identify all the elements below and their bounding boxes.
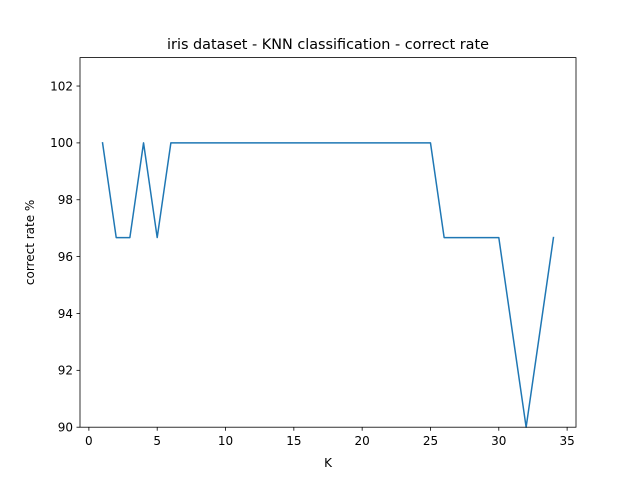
chart-title: iris dataset - KNN classification - corr… — [167, 37, 489, 53]
x-tick-label: 5 — [153, 434, 161, 448]
axes-frame — [79, 57, 577, 428]
y-tick-label: 96 — [58, 250, 73, 264]
x-tick-label: 35 — [559, 434, 574, 448]
x-tick-label: 20 — [355, 434, 370, 448]
x-tick-label: 15 — [286, 434, 301, 448]
y-tick-label: 94 — [58, 307, 73, 321]
x-tick-label: 10 — [218, 434, 233, 448]
y-tick-label: 92 — [58, 364, 73, 378]
y-axis-label: correct rate % — [23, 200, 37, 285]
series-line — [101, 142, 555, 428]
x-tick-label: 30 — [491, 434, 506, 448]
y-tick-label: 98 — [58, 193, 73, 207]
x-tick-label: 0 — [85, 434, 93, 448]
y-tick-label: 100 — [50, 136, 73, 150]
y-tick-label: 90 — [58, 421, 73, 435]
x-tick-label: 25 — [423, 434, 438, 448]
x-axis-label: K — [324, 456, 333, 470]
y-tick-label: 102 — [50, 79, 73, 93]
